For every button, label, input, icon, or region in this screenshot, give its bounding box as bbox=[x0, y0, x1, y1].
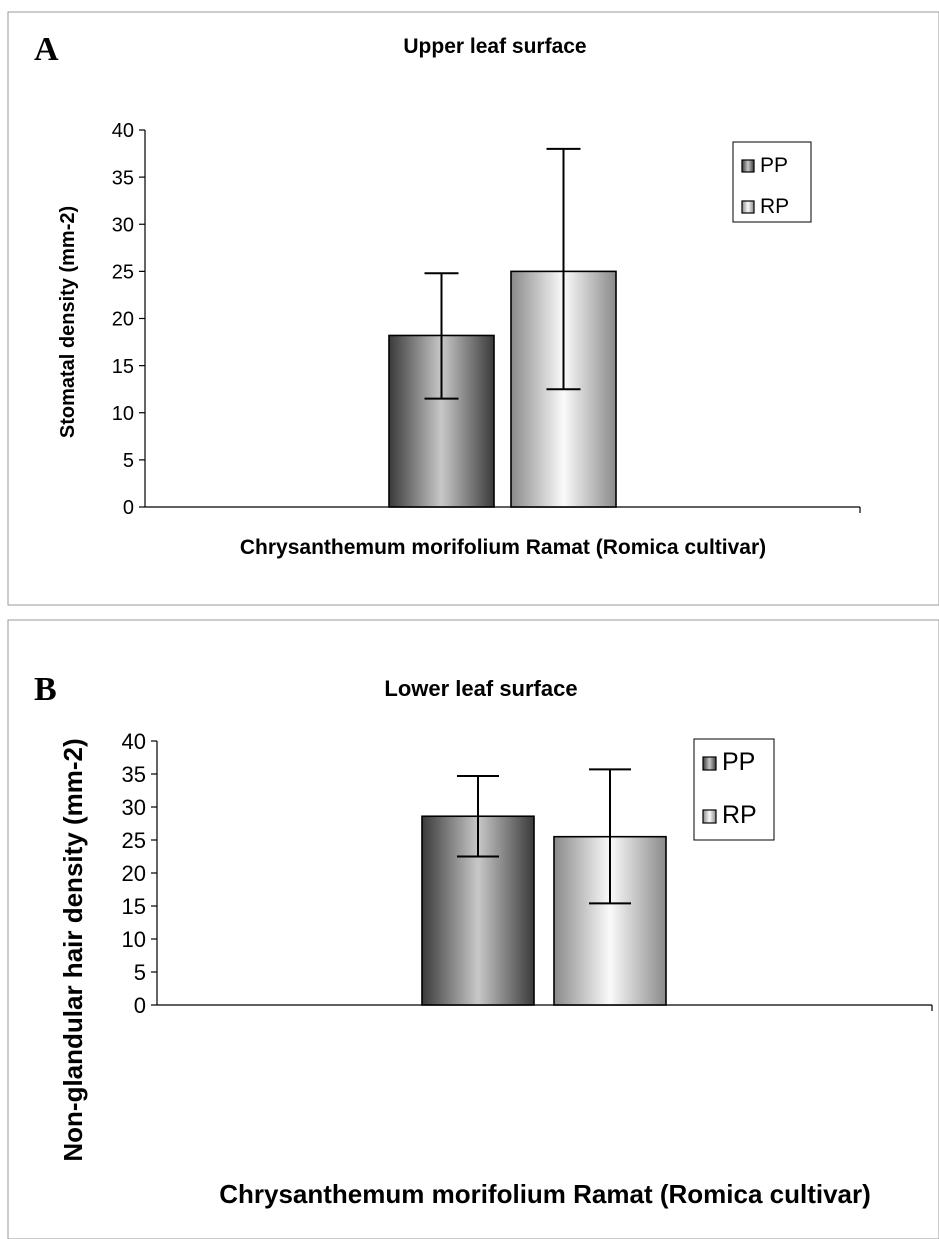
y-tick-label: 25 bbox=[112, 262, 134, 284]
y-tick-label: 5 bbox=[123, 450, 134, 472]
error-bars bbox=[457, 768, 631, 905]
panel-lower-leaf-surface: B Lower leaf surface Non-glandular hair … bbox=[7, 619, 939, 1239]
panel-upper-leaf-surface: A Upper leaf surface Stomatal density (m… bbox=[7, 11, 939, 606]
chart-title: Upper leaf surface bbox=[403, 35, 586, 58]
panel-label: B bbox=[34, 671, 57, 708]
legend-swatch-pp bbox=[702, 756, 717, 771]
panel-label: A bbox=[34, 31, 59, 68]
legend-label-pp: PP bbox=[722, 748, 755, 776]
y-tick-label: 20 bbox=[112, 309, 134, 331]
y-axis-label: Stomatal density (mm-2) bbox=[57, 206, 79, 438]
legend-label-pp: PP bbox=[760, 154, 788, 177]
x-axis-label: Chrysanthemum morifolium Ramat (Romica c… bbox=[240, 536, 766, 559]
legend-swatch-rp bbox=[702, 809, 717, 824]
y-tick-label: 30 bbox=[122, 795, 146, 820]
y-tick-label: 40 bbox=[122, 729, 146, 754]
x-axis-label: Chrysanthemum morifolium Ramat (Romica c… bbox=[219, 1179, 871, 1209]
legend-swatch-rp bbox=[741, 200, 755, 214]
y-tick-label: 15 bbox=[122, 894, 146, 919]
y-tick-label: 10 bbox=[112, 403, 134, 425]
legend-swatch-pp bbox=[741, 159, 755, 173]
y-tick-label: 0 bbox=[123, 497, 134, 519]
y-tick-label: 5 bbox=[134, 960, 146, 985]
y-tick-label: 20 bbox=[122, 861, 146, 886]
chart-title: Lower leaf surface bbox=[384, 676, 577, 701]
y-tick-label: 15 bbox=[112, 356, 134, 378]
legend-label-rp: RP bbox=[722, 801, 757, 829]
y-tick-label: 35 bbox=[122, 762, 146, 787]
panel-frame bbox=[7, 11, 939, 606]
error-bars bbox=[424, 147, 581, 400]
legend-label-rp: RP bbox=[760, 195, 789, 218]
y-tick-label: 25 bbox=[122, 828, 146, 853]
y-tick-label: 0 bbox=[134, 993, 146, 1018]
y-tick-label: 10 bbox=[122, 927, 146, 952]
y-tick-label: 40 bbox=[112, 120, 134, 142]
y-tick-label: 30 bbox=[112, 214, 134, 236]
y-tick-label: 35 bbox=[112, 167, 134, 189]
y-axis-label: Non-glandular hair density (mm-2) bbox=[58, 738, 88, 1161]
y-ticks: 0 5 10 15 20 25 30 35 40 bbox=[122, 729, 157, 1018]
y-ticks: 0 5 10 15 20 25 30 35 40 bbox=[112, 120, 145, 519]
legend: PP RP bbox=[732, 141, 812, 223]
legend: PP RP bbox=[693, 738, 775, 841]
